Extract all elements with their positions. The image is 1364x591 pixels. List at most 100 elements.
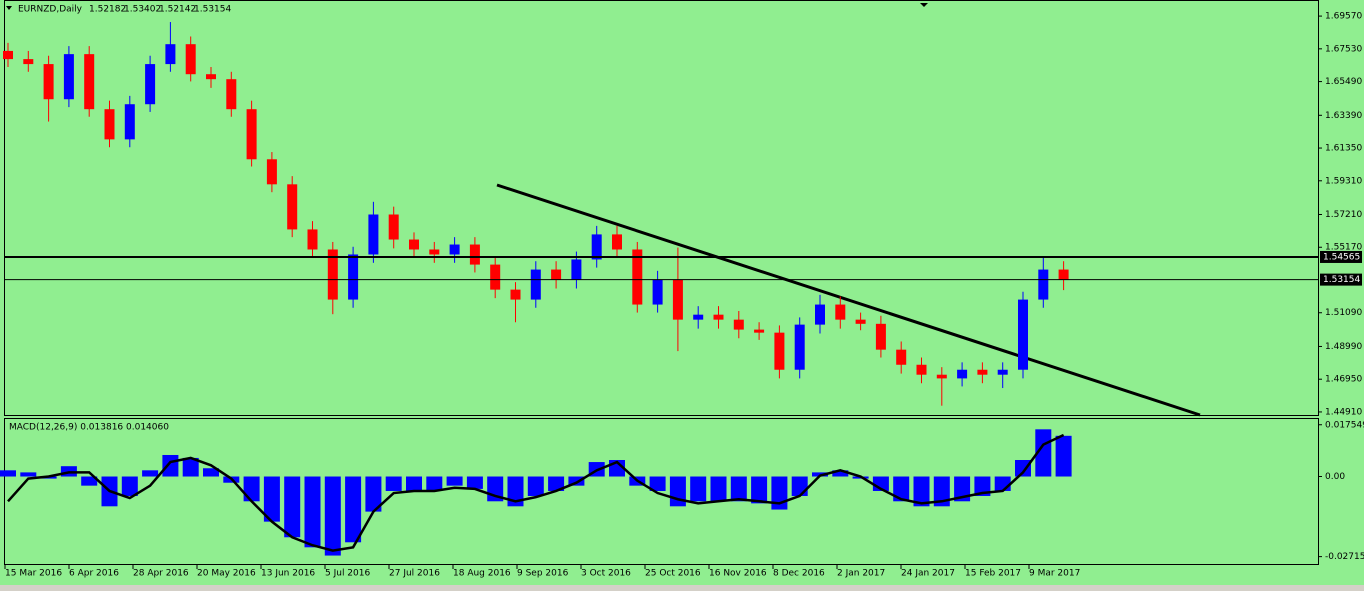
candle-body	[43, 64, 54, 100]
macd-bar	[304, 476, 321, 548]
candle-body	[672, 279, 683, 320]
candle-body	[490, 264, 501, 290]
macd-bar	[182, 457, 199, 477]
macd-bar	[893, 476, 910, 502]
candle-body	[23, 59, 34, 65]
price-level-label: 1.53154	[1323, 275, 1360, 285]
macd-bar	[669, 476, 686, 507]
x-tick-label: 9 Mar 2017	[1029, 569, 1080, 579]
macd-bar	[690, 476, 707, 502]
tab-bar	[0, 585, 1364, 591]
macd-bar	[710, 476, 727, 502]
macd-bar	[81, 476, 98, 486]
macd-bar	[568, 476, 585, 486]
candle-body	[368, 214, 379, 255]
candle-body	[896, 349, 907, 365]
menu-arrow	[6, 6, 12, 10]
macd-bar	[365, 476, 382, 512]
macd-bar	[649, 476, 666, 491]
x-tick-label: 18 Aug 2016	[453, 569, 511, 579]
candle-body	[348, 254, 359, 300]
candle-body	[794, 324, 805, 370]
candle-body	[1058, 269, 1069, 280]
macd-bar	[913, 476, 930, 507]
macd-bar	[974, 476, 991, 496]
candle-body	[226, 79, 237, 110]
candle-body	[429, 249, 440, 255]
macd-bar	[0, 470, 16, 477]
candle-body	[185, 44, 196, 75]
candle-body	[3, 50, 13, 60]
y-tick-label: -0.027159	[1325, 552, 1364, 562]
y-tick-label: 1.69570	[1325, 12, 1362, 22]
candle-body	[733, 319, 744, 330]
candle-body	[936, 374, 947, 379]
candle-body	[266, 159, 277, 185]
y-tick-label: 1.46950	[1325, 375, 1362, 385]
indicator-title: MACD(12,26,9) 0.013816 0.014060	[9, 423, 169, 433]
shift-marker	[920, 3, 928, 7]
macd-bar	[994, 476, 1011, 491]
x-tick-label: 5 Jul 2016	[325, 569, 370, 579]
y-tick-label: 1.57210	[1325, 210, 1362, 220]
macd-bar	[507, 476, 524, 507]
macd-bar	[121, 476, 138, 496]
candle-body	[124, 104, 135, 140]
candle-body	[327, 249, 338, 300]
macd-bar	[548, 476, 565, 491]
x-tick-label: 15 Feb 2017	[965, 569, 1021, 579]
x-tick-label: 6 Apr 2016	[69, 569, 119, 579]
candle-body	[652, 279, 663, 305]
macd-bar	[385, 476, 402, 491]
macd-bar	[426, 476, 443, 491]
y-tick-label: 1.61350	[1325, 144, 1362, 154]
macd-bar	[406, 476, 422, 491]
candle-body	[997, 369, 1008, 375]
macd-bar	[284, 476, 301, 538]
macd-panel	[4, 418, 1319, 565]
candle-body	[1018, 299, 1028, 370]
candle-body	[84, 54, 95, 110]
candle-body	[571, 259, 582, 280]
macd-bar	[243, 476, 260, 502]
candle-body	[1038, 269, 1049, 300]
candle-body	[551, 269, 562, 280]
macd-bar	[527, 476, 544, 496]
macd-bar	[446, 476, 463, 486]
signal-line	[7, 433, 1065, 552]
candle-body	[104, 109, 115, 140]
candle-body	[815, 304, 825, 325]
candle-body	[957, 369, 968, 379]
candle-body	[774, 332, 785, 370]
candle-body	[855, 319, 866, 324]
macd-bar	[20, 472, 37, 477]
candle-body	[693, 314, 704, 320]
symbol: EURNZD,Daily	[18, 5, 83, 15]
x-tick-label: 2 Jan 2017	[837, 569, 885, 579]
y-tick-label: 1.44910	[1325, 407, 1362, 417]
macd-bar	[466, 476, 483, 489]
y-tick-label: 1.48990	[1325, 342, 1362, 352]
price-level-box	[1320, 273, 1362, 286]
macd-bar	[1015, 459, 1031, 477]
trendline	[496, 183, 1201, 417]
candle-body	[835, 304, 846, 320]
macd-bar	[1055, 435, 1072, 477]
price-level-box	[1320, 250, 1362, 263]
price-level-label: 1.54565	[1323, 252, 1360, 262]
macd-bar	[324, 476, 341, 556]
x-tick-label: 16 Nov 2016	[709, 569, 767, 579]
macd-bar	[751, 476, 768, 504]
macd-bar	[263, 476, 280, 522]
candle-body	[977, 369, 988, 375]
y-tick-label: 0.00	[1325, 472, 1345, 482]
candle-body	[632, 249, 643, 305]
candle-body	[409, 239, 419, 250]
y-tick-label: 1.67530	[1325, 44, 1362, 54]
macd-bar	[1035, 429, 1052, 477]
candle-body	[916, 364, 927, 375]
candle-body	[469, 244, 480, 265]
y-tick-label: 1.59310	[1325, 176, 1362, 186]
candle-body	[307, 229, 318, 250]
